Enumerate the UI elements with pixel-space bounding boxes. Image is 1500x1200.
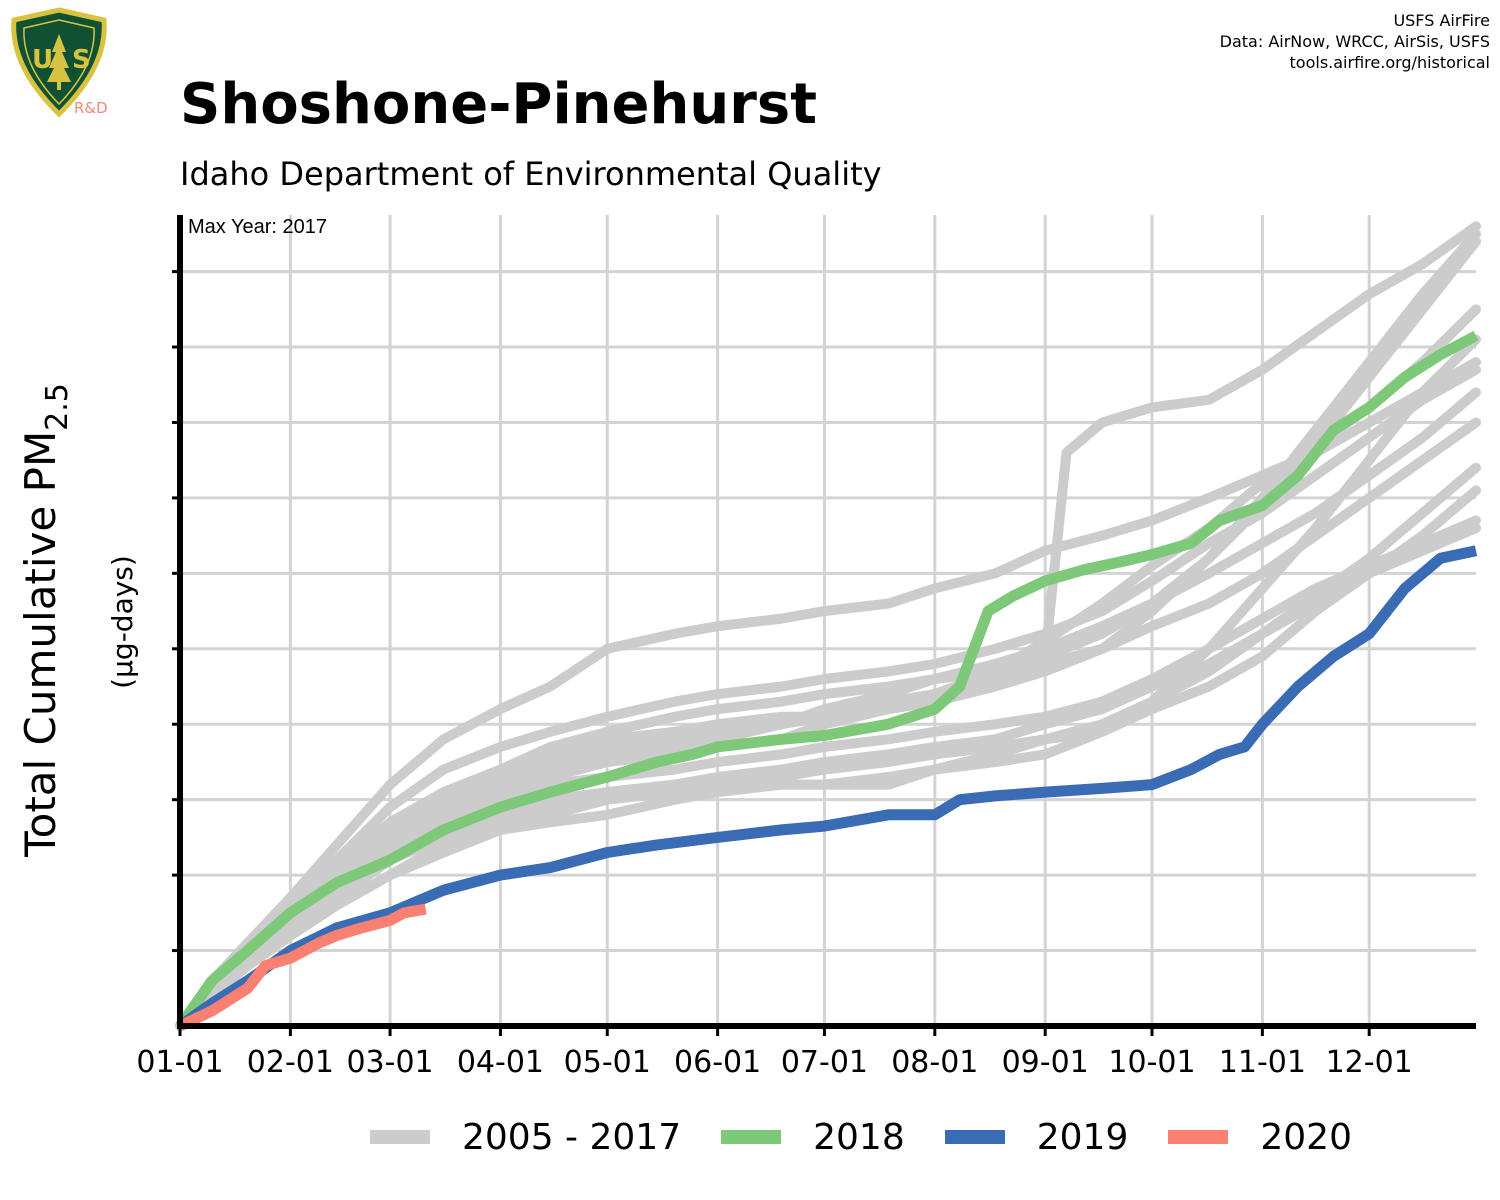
highlight-series-group xyxy=(175,330,1479,1031)
x-tick-label: 10-01 xyxy=(1108,1045,1195,1080)
x-tick-label: 05-01 xyxy=(564,1045,651,1080)
legend-label: 2018 xyxy=(813,1116,905,1158)
svg-text:S: S xyxy=(72,45,91,75)
forest-service-shield-logo: U S xyxy=(11,7,107,118)
history-series-line xyxy=(175,523,1481,1031)
x-tick-label: 11-01 xyxy=(1219,1045,1306,1080)
y-axis-label: Total Cumulative PM2.5 xyxy=(16,383,75,858)
legend-item-2018: 2018 xyxy=(721,1117,905,1158)
credits: USFS AirFire Data: AirNow, WRCC, AirSis,… xyxy=(1220,10,1490,73)
chart-subtitle: Idaho Department of Environmental Qualit… xyxy=(180,155,882,193)
x-tick-label: 03-01 xyxy=(346,1045,433,1080)
legend-item-history: 2005 - 2017 xyxy=(370,1117,681,1158)
series-line-2020 xyxy=(177,903,427,1031)
legend-swatch-2019 xyxy=(944,1130,1005,1144)
history-series-line xyxy=(175,357,1481,1031)
y-axis-label-main: Total Cumulative PM xyxy=(16,431,65,858)
y-axis-units: (µg-days) xyxy=(106,555,139,689)
legend-swatch-2020 xyxy=(1168,1130,1229,1144)
y-axis-label-subscript: 2.5 xyxy=(40,383,75,431)
credit-line: USFS AirFire xyxy=(1393,11,1490,30)
x-tick-label: 06-01 xyxy=(674,1045,761,1080)
legend-item-2020: 2020 xyxy=(1168,1117,1352,1158)
legend-swatch-2018 xyxy=(721,1130,782,1144)
history-series-group xyxy=(175,221,1481,1031)
credit-line: tools.airfire.org/historical xyxy=(1289,53,1490,72)
legend-item-2019: 2019 xyxy=(944,1116,1129,1158)
legend-label: 2020 xyxy=(1260,1116,1352,1158)
legend-label: 2005 - 2017 xyxy=(462,1116,682,1158)
x-tick-label: 12-01 xyxy=(1326,1045,1413,1080)
series-line-2018 xyxy=(175,330,1479,1030)
legend: 2005 - 2017 2018 2019 2020 xyxy=(370,1112,1392,1162)
axes: 01-01 02-01 03-01 04-01 05-01 06-01 07-01 08-01… xyxy=(136,215,1476,1080)
legend-label: 2019 xyxy=(1036,1116,1129,1158)
x-tick-label: 08-01 xyxy=(891,1045,978,1080)
chart-title: Shoshone-Pinehurst xyxy=(180,72,817,137)
x-tick-label: 09-01 xyxy=(1002,1045,1089,1080)
logo-rd-label: R&D xyxy=(74,99,108,117)
series-line-2019 xyxy=(176,545,1478,1031)
legend-swatch-history xyxy=(370,1130,430,1144)
history-series-line xyxy=(175,485,1481,1031)
x-tick-label: 07-01 xyxy=(781,1045,868,1080)
x-tick-label: 04-01 xyxy=(457,1045,544,1080)
max-year-annotation: Max Year: 2017 xyxy=(188,216,327,238)
svg-text:U: U xyxy=(32,45,53,75)
x-tick-label: 02-01 xyxy=(247,1045,334,1080)
x-tick-label: 01-01 xyxy=(136,1045,223,1080)
credit-line: Data: AirNow, WRCC, AirSis, USFS xyxy=(1219,32,1490,51)
